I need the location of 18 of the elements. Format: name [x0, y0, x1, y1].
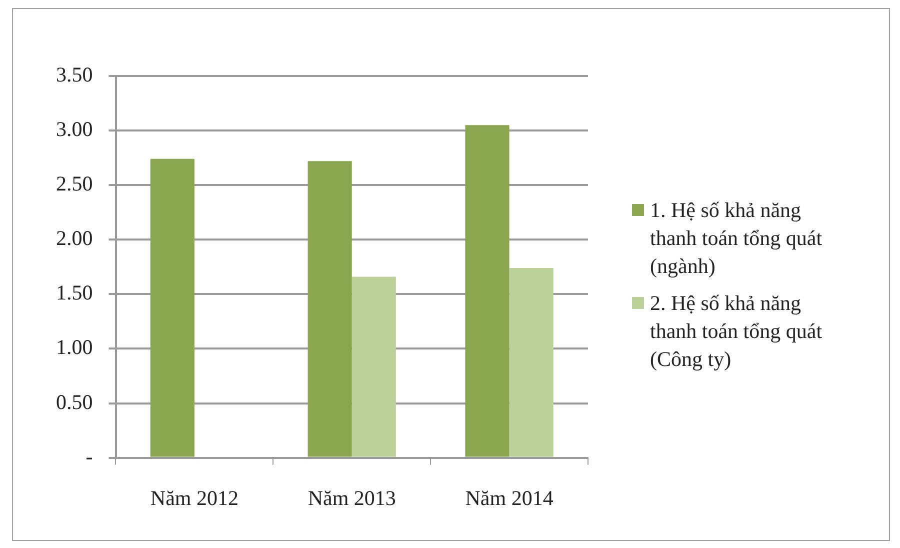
legend-label: 2. Hệ số khả năng thanh toán tổng quát (Công ty) — [650, 290, 824, 373]
bar — [352, 276, 396, 457]
y-tick-label: 2.50 — [56, 172, 93, 196]
bar — [509, 268, 554, 457]
bar — [465, 125, 510, 457]
y-tick-label: 3.50 — [56, 62, 93, 87]
y-tick-label: 0.50 — [56, 390, 93, 414]
legend-label: 1. Hệ số khả năng thanh toán tổng quát (ngành) — [650, 197, 824, 280]
y-tick-label: 1.00 — [56, 335, 93, 360]
bar — [150, 158, 194, 457]
y-tick-label: 2.00 — [56, 226, 93, 250]
x-tick-label: Năm 2014 — [465, 486, 554, 510]
bar — [308, 161, 352, 457]
y-tick-label: - — [86, 444, 93, 468]
y-tick-label: 1.50 — [56, 280, 93, 305]
x-tick-label: Năm 2013 — [308, 486, 396, 510]
y-tick-label: 3.00 — [56, 117, 93, 142]
x-tick-label: Năm 2012 — [150, 486, 238, 510]
